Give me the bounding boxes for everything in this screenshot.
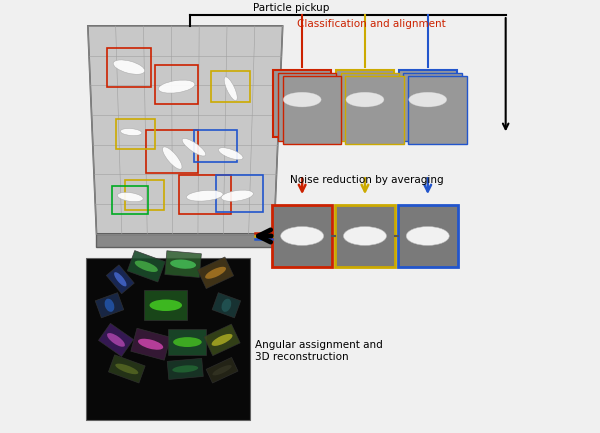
Bar bbox=[155, 65, 198, 104]
Ellipse shape bbox=[221, 190, 253, 201]
Ellipse shape bbox=[187, 190, 223, 201]
Ellipse shape bbox=[107, 333, 125, 347]
FancyBboxPatch shape bbox=[95, 293, 124, 318]
Ellipse shape bbox=[172, 365, 198, 372]
Ellipse shape bbox=[114, 272, 127, 286]
Ellipse shape bbox=[113, 60, 145, 74]
FancyBboxPatch shape bbox=[278, 74, 336, 141]
Ellipse shape bbox=[221, 299, 231, 312]
FancyBboxPatch shape bbox=[131, 328, 170, 360]
Bar bbox=[125, 180, 164, 210]
Bar bbox=[194, 130, 237, 162]
Ellipse shape bbox=[212, 334, 232, 346]
FancyBboxPatch shape bbox=[212, 293, 241, 318]
Bar bbox=[112, 186, 148, 214]
Ellipse shape bbox=[409, 92, 447, 107]
Bar bbox=[146, 130, 198, 173]
Ellipse shape bbox=[149, 300, 182, 311]
FancyBboxPatch shape bbox=[408, 77, 467, 144]
FancyBboxPatch shape bbox=[272, 205, 332, 267]
FancyBboxPatch shape bbox=[398, 205, 458, 267]
Bar bbox=[116, 119, 155, 149]
Ellipse shape bbox=[104, 299, 115, 312]
Ellipse shape bbox=[118, 192, 143, 202]
FancyBboxPatch shape bbox=[98, 323, 133, 356]
Text: Angular assignment and
3D reconstruction: Angular assignment and 3D reconstruction bbox=[254, 340, 382, 362]
Bar bbox=[211, 71, 250, 102]
Bar bbox=[215, 175, 263, 212]
Ellipse shape bbox=[158, 80, 195, 93]
Ellipse shape bbox=[138, 339, 163, 350]
Ellipse shape bbox=[281, 226, 323, 246]
Ellipse shape bbox=[212, 365, 232, 375]
FancyBboxPatch shape bbox=[206, 357, 238, 383]
Ellipse shape bbox=[182, 139, 206, 156]
Ellipse shape bbox=[346, 92, 384, 107]
FancyBboxPatch shape bbox=[273, 71, 331, 138]
Ellipse shape bbox=[406, 226, 449, 246]
FancyBboxPatch shape bbox=[403, 74, 462, 141]
Ellipse shape bbox=[224, 77, 237, 100]
Text: Noise reduction by averaging: Noise reduction by averaging bbox=[290, 175, 444, 185]
FancyBboxPatch shape bbox=[204, 324, 240, 356]
Polygon shape bbox=[97, 234, 274, 247]
FancyBboxPatch shape bbox=[169, 329, 206, 355]
Ellipse shape bbox=[283, 92, 321, 107]
FancyBboxPatch shape bbox=[346, 77, 404, 144]
FancyBboxPatch shape bbox=[341, 74, 399, 141]
Polygon shape bbox=[88, 26, 283, 234]
Ellipse shape bbox=[205, 267, 226, 279]
Text: Particle pickup: Particle pickup bbox=[253, 3, 329, 13]
FancyBboxPatch shape bbox=[106, 265, 134, 294]
FancyBboxPatch shape bbox=[165, 251, 202, 278]
FancyBboxPatch shape bbox=[167, 359, 203, 379]
Ellipse shape bbox=[135, 261, 158, 272]
Bar bbox=[179, 175, 231, 214]
Ellipse shape bbox=[173, 337, 202, 347]
Ellipse shape bbox=[343, 226, 386, 246]
FancyBboxPatch shape bbox=[336, 71, 394, 138]
Ellipse shape bbox=[170, 259, 196, 269]
FancyBboxPatch shape bbox=[335, 205, 395, 267]
Ellipse shape bbox=[163, 147, 182, 169]
FancyBboxPatch shape bbox=[109, 355, 145, 383]
FancyBboxPatch shape bbox=[144, 290, 187, 320]
Ellipse shape bbox=[121, 129, 142, 136]
Ellipse shape bbox=[218, 148, 243, 160]
FancyBboxPatch shape bbox=[283, 77, 341, 144]
FancyBboxPatch shape bbox=[197, 257, 233, 289]
FancyBboxPatch shape bbox=[398, 71, 457, 138]
FancyBboxPatch shape bbox=[86, 258, 250, 420]
Text: Classification and alignment: Classification and alignment bbox=[297, 19, 446, 29]
FancyBboxPatch shape bbox=[127, 251, 165, 282]
Bar bbox=[107, 48, 151, 87]
Ellipse shape bbox=[115, 364, 139, 374]
